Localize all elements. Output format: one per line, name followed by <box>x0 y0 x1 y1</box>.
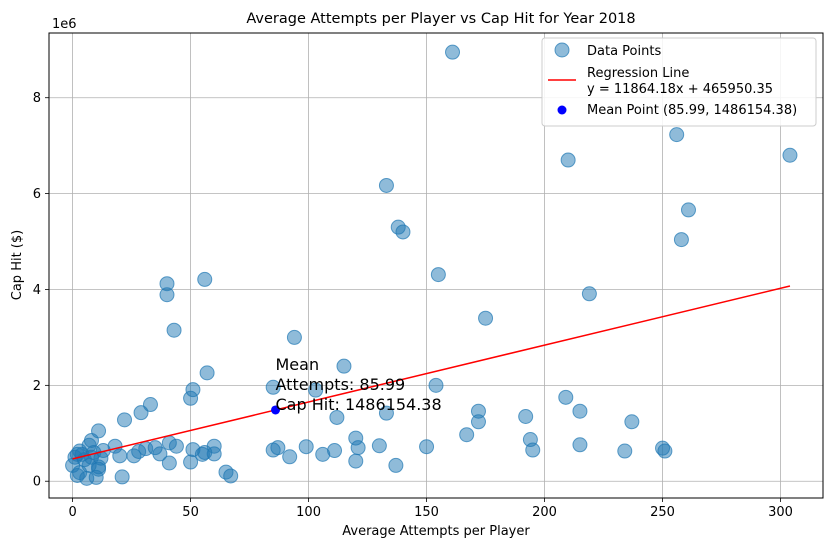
data-point <box>445 44 461 60</box>
data-point <box>185 382 201 398</box>
data-point <box>782 147 798 163</box>
data-points <box>65 44 798 486</box>
x-tick-label: 250 <box>650 505 675 520</box>
data-point <box>378 177 394 193</box>
data-point <box>350 440 366 456</box>
x-tick-label: 200 <box>532 505 557 520</box>
data-point <box>673 232 689 248</box>
data-point <box>199 365 215 381</box>
mean-point <box>271 405 281 415</box>
data-point <box>581 286 597 302</box>
data-point <box>206 446 222 462</box>
data-point <box>378 405 394 421</box>
data-point <box>223 468 239 484</box>
x-axis-ticks: 0 50 100 150 200 250 300 <box>68 498 793 520</box>
data-point <box>558 389 574 405</box>
data-point <box>168 438 184 454</box>
x-axis-label: Average Attempts per Player <box>342 524 530 539</box>
data-point <box>336 358 352 374</box>
data-point <box>348 453 364 469</box>
legend-mean-marker <box>557 105 567 115</box>
x-tick-label: 300 <box>768 505 793 520</box>
annotation-line-mean: Mean <box>276 355 320 374</box>
legend-mean-label: Mean Point (85.99, 1486154.38) <box>587 103 797 118</box>
data-point <box>419 439 435 455</box>
legend: Data Points Regression Line y = 11864.18… <box>541 37 817 127</box>
data-point <box>270 440 286 456</box>
data-point <box>395 224 411 240</box>
data-point <box>117 412 133 428</box>
y-tick-label: 8 <box>33 91 41 106</box>
regression-line <box>72 285 791 460</box>
data-point <box>152 446 168 462</box>
legend-regression-equation: y = 11864.18x + 465950.35 <box>587 82 773 97</box>
data-point <box>572 403 588 419</box>
data-point <box>286 329 302 345</box>
data-point <box>282 449 298 465</box>
x-tick-label: 100 <box>296 505 321 520</box>
data-point <box>159 287 175 303</box>
mean-annotation: Mean Attempts: 85.99 Cap Hit: 1486154.38 <box>276 355 442 414</box>
legend-points-marker <box>554 42 570 58</box>
data-point <box>470 414 486 430</box>
y-axis-ticks: 0 2 4 6 8 <box>33 91 49 490</box>
data-point <box>560 152 576 168</box>
x-tick-label: 150 <box>414 505 439 520</box>
data-point <box>428 377 444 393</box>
data-point <box>142 397 158 413</box>
data-point <box>91 423 107 439</box>
mean-point-layer <box>271 405 281 415</box>
annotation-line-attempts: Attempts: 85.99 <box>276 375 406 394</box>
data-point <box>308 382 324 398</box>
data-point <box>298 439 314 455</box>
data-point <box>265 379 281 395</box>
data-point <box>133 405 149 421</box>
data-point <box>657 443 673 459</box>
annotation-line-cap-hit: Cap Hit: 1486154.38 <box>276 395 442 414</box>
x-tick-label: 0 <box>68 505 76 520</box>
data-point <box>112 448 128 464</box>
y-tick-label: 4 <box>33 283 41 298</box>
y-tick-label: 2 <box>33 379 41 394</box>
data-point <box>669 127 685 143</box>
data-point <box>478 310 494 326</box>
legend-points-label: Data Points <box>587 44 661 59</box>
data-point <box>166 322 182 338</box>
regression-line-layer <box>72 285 791 460</box>
data-point <box>518 409 534 425</box>
data-point <box>617 443 633 459</box>
plot-frame <box>48 32 824 499</box>
data-point <box>161 455 177 471</box>
data-point <box>327 443 343 459</box>
data-point <box>680 202 696 218</box>
data-point <box>525 442 541 458</box>
y-tick-label: 0 <box>33 475 41 490</box>
y-offset-label: 1e6 <box>52 17 77 32</box>
data-point <box>459 427 475 443</box>
data-point <box>329 409 345 425</box>
data-point <box>197 271 213 287</box>
chart-title: Average Attempts per Player vs Cap Hit f… <box>246 11 635 27</box>
legend-box <box>541 37 817 127</box>
data-point <box>624 414 640 430</box>
data-point <box>371 438 387 454</box>
x-tick-label: 50 <box>182 505 199 520</box>
y-axis-label: Cap Hit ($) <box>10 230 25 300</box>
y-tick-label: 6 <box>33 187 41 202</box>
data-point <box>430 267 446 283</box>
legend-regression-label: Regression Line <box>587 66 689 81</box>
data-point <box>114 469 130 485</box>
data-point <box>388 457 404 473</box>
data-point <box>572 437 588 453</box>
